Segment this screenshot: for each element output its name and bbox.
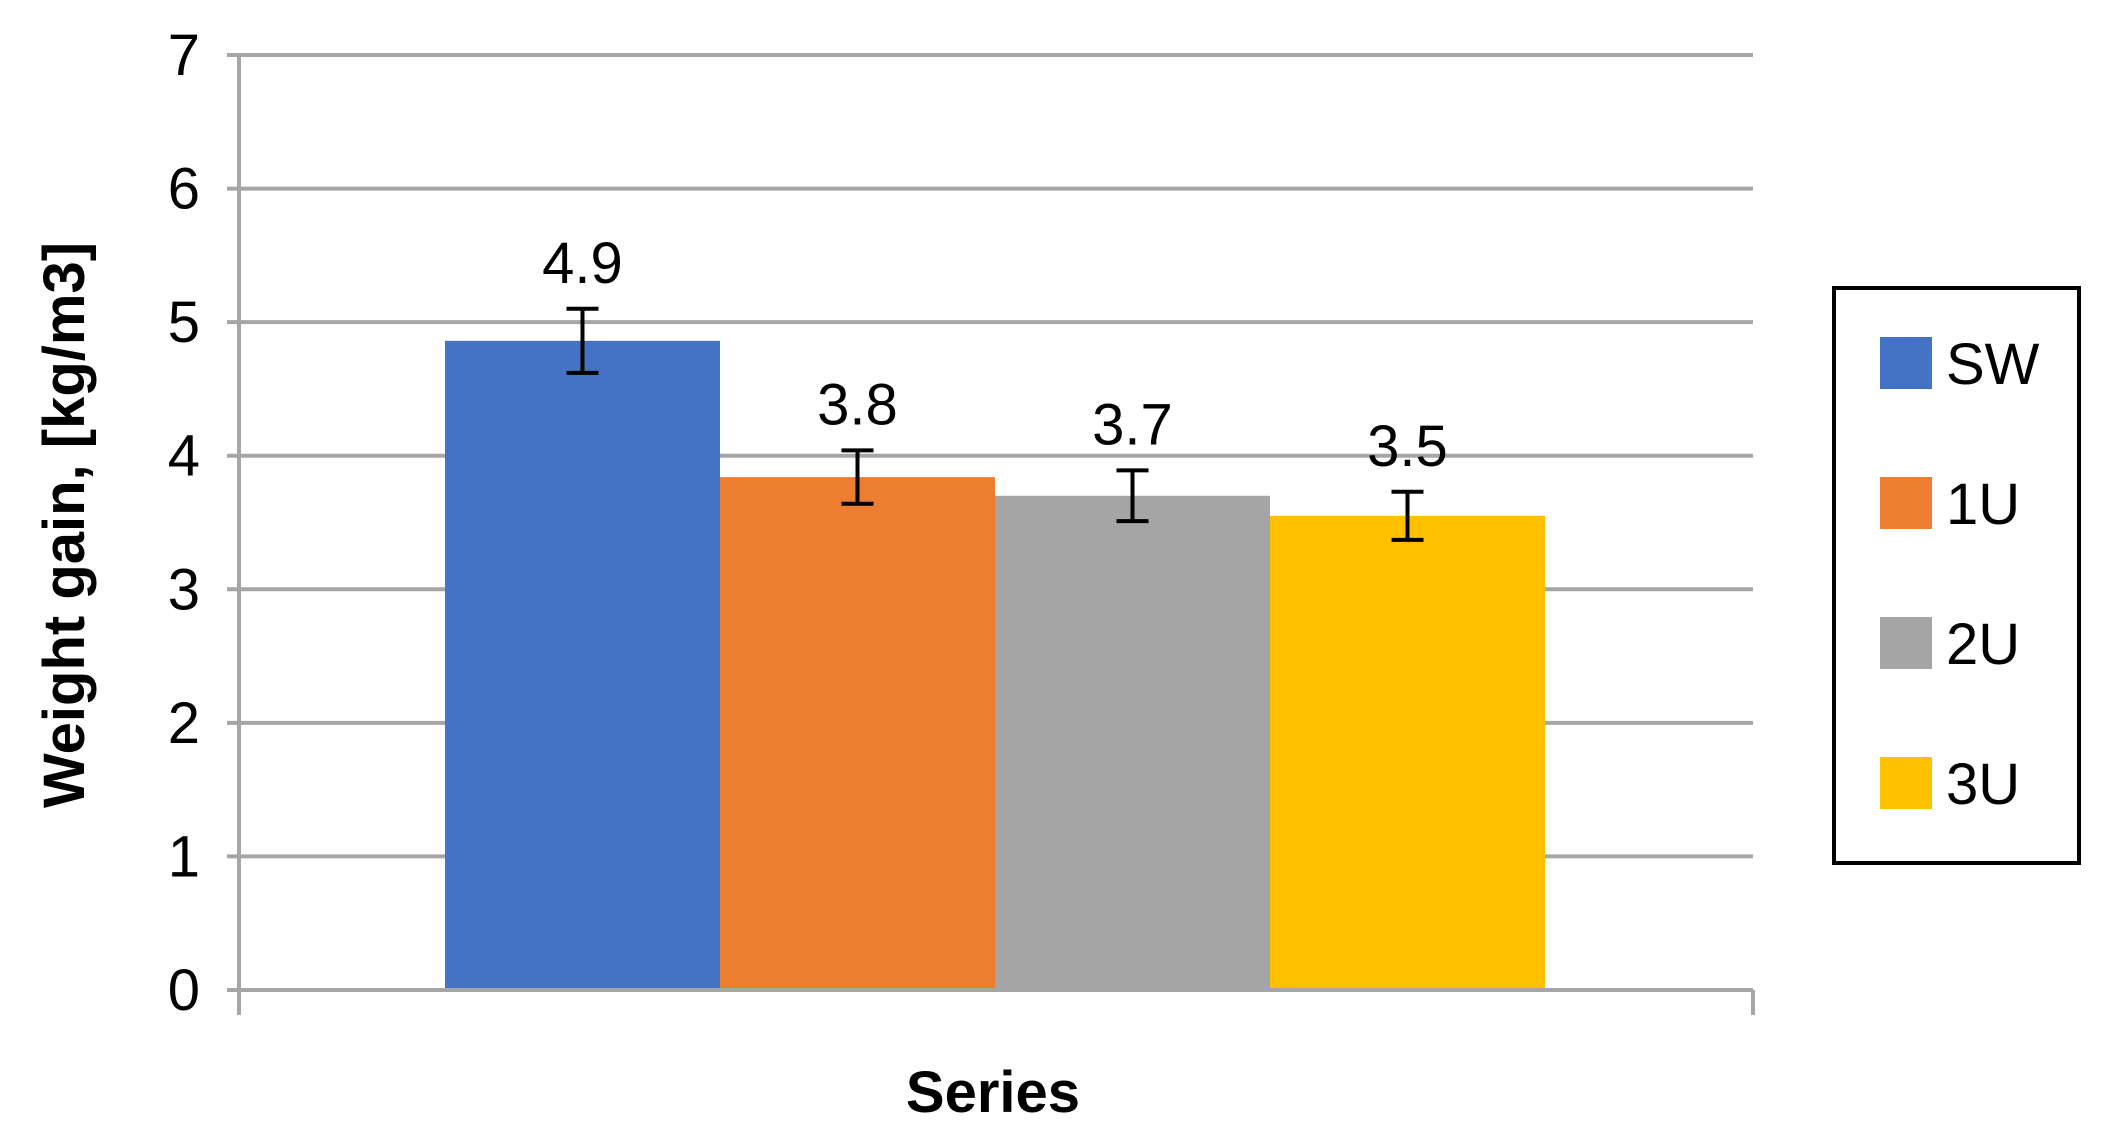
legend-label-1u: 1U (1946, 472, 2020, 537)
legend-swatch-2u (1880, 617, 1932, 669)
y-axis-ticks: 0 1 2 3 4 5 6 7 (168, 23, 200, 1023)
legend-swatch-1u (1880, 477, 1932, 529)
y-tick-label: 7 (168, 23, 200, 88)
y-tick-label: 4 (168, 424, 200, 489)
legend: SW 1U 2U 3U (1832, 286, 2081, 865)
y-axis-title: Weight gain, [kg/m3] (32, 242, 97, 808)
data-label-3u: 3.5 (1367, 414, 1448, 479)
legend-swatch-3u (1880, 757, 1932, 809)
data-label-2u: 3.7 (1092, 392, 1173, 457)
legend-label-2u: 2U (1946, 612, 2020, 677)
data-labels: 4.9 3.8 3.7 3.5 (542, 231, 1448, 479)
data-label-1u: 3.8 (817, 372, 898, 437)
legend-swatch-sw (1880, 337, 1932, 389)
y-tick-label: 3 (168, 557, 200, 622)
x-axis-title: Series (906, 1060, 1080, 1125)
error-bars (566, 306, 1424, 542)
data-label-sw: 4.9 (542, 231, 623, 296)
y-tick-label: 0 (168, 958, 200, 1023)
bar-3u (1270, 515, 1545, 990)
axes (227, 55, 1755, 1015)
legend-label-sw: SW (1946, 332, 2040, 397)
y-tick-label: 6 (168, 157, 200, 222)
y-tick-label: 5 (168, 290, 200, 355)
bar-sw (445, 340, 720, 990)
bars (445, 340, 1545, 991)
bar-1u (720, 477, 995, 991)
legend-frame (1832, 286, 2081, 865)
y-tick-label: 1 (168, 824, 200, 889)
legend-label-3u: 3U (1946, 752, 2020, 817)
bar-2u (995, 495, 1270, 990)
y-tick-label: 2 (168, 691, 200, 756)
